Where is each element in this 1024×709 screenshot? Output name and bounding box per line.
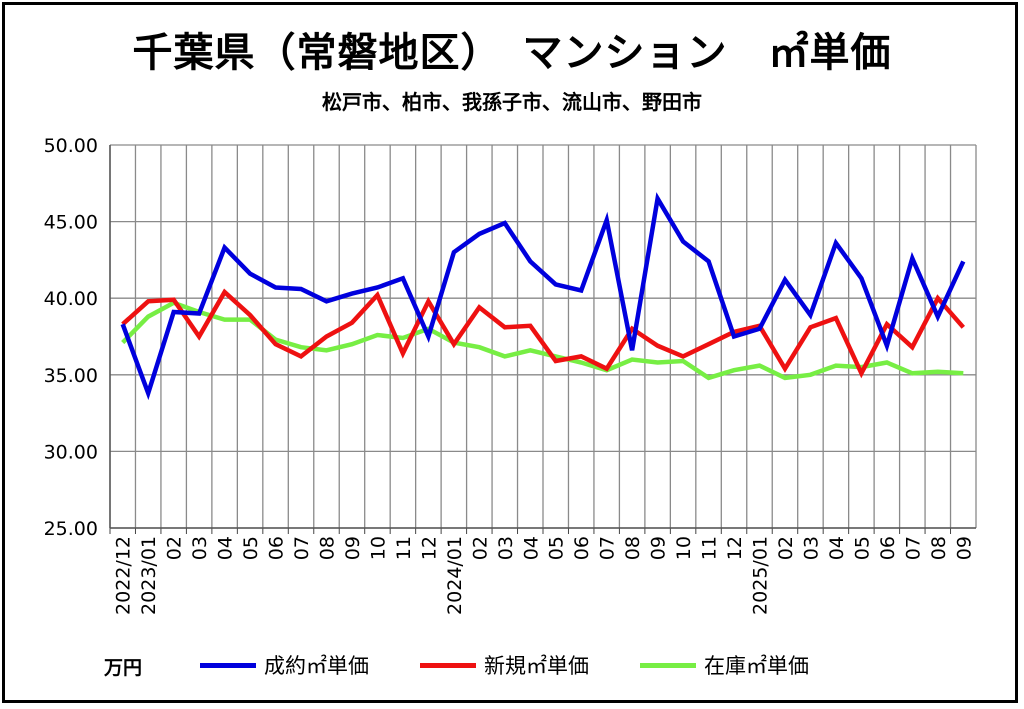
y-tick-label: 45.00 <box>44 212 98 234</box>
x-tick-label: 05 <box>240 536 262 560</box>
x-tick-label: 09 <box>953 536 975 560</box>
x-tick-label: 07 <box>597 536 619 560</box>
x-tick-label: 11 <box>393 536 415 560</box>
legend-item-new: 新規㎡単価 <box>420 650 589 680</box>
x-tick-label: 08 <box>622 536 644 560</box>
x-tick-label: 12 <box>418 536 440 560</box>
x-tick-label: 10 <box>673 536 695 560</box>
x-tick-label: 02 <box>164 536 186 560</box>
x-tick-label: 09 <box>342 536 364 560</box>
legend-item-stock: 在庫㎡単価 <box>640 650 809 680</box>
y-unit-label: 万円 <box>104 657 143 679</box>
y-tick-label: 40.00 <box>44 288 98 310</box>
x-tick-label: 05 <box>546 536 568 560</box>
x-tick-label: 10 <box>367 536 389 560</box>
legend-label-stock: 在庫㎡単価 <box>704 654 809 678</box>
x-tick-label: 06 <box>571 536 593 560</box>
x-tick-label: 03 <box>189 536 211 560</box>
y-tick-label: 30.00 <box>44 441 98 463</box>
x-tick-label: 2024/01 <box>444 536 466 615</box>
x-tick-label: 03 <box>495 536 517 560</box>
x-tick-label: 02 <box>775 536 797 560</box>
x-tick-label: 06 <box>877 536 899 560</box>
x-tick-label: 04 <box>520 536 542 560</box>
x-tick-label: 02 <box>469 536 491 560</box>
x-tick-label: 03 <box>800 536 822 560</box>
x-tick-label: 12 <box>724 536 746 560</box>
legend-label-new: 新規㎡単価 <box>484 654 589 678</box>
series-line-0 <box>120 192 966 401</box>
x-tick-label: 04 <box>826 536 848 560</box>
x-tick-label: 11 <box>699 536 721 560</box>
y-tick-label: 25.00 <box>44 518 98 540</box>
x-tick-label: 2023/01 <box>138 536 160 615</box>
x-tick-label: 2025/01 <box>750 536 772 615</box>
chart-subtitle: 松戸市、柏市、我孫子市、流山市、野田市 <box>322 90 702 114</box>
x-tick-label: 07 <box>291 536 313 560</box>
y-tick-label: 35.00 <box>44 365 98 387</box>
chart-title: 千葉県（常磐地区） マンション ㎡単価 <box>132 30 892 76</box>
x-tick-label: 08 <box>317 536 339 560</box>
y-tick-label: 50.00 <box>44 135 98 157</box>
legend-line-new <box>420 662 476 668</box>
legend-line-stock <box>640 662 696 668</box>
x-tick-label: 05 <box>851 536 873 560</box>
x-tick-label: 09 <box>648 536 670 560</box>
legend-line-contract <box>200 662 256 668</box>
legend-item-contract: 成約㎡単価 <box>200 650 369 680</box>
series-line-1 <box>121 288 965 379</box>
x-tick-label: 08 <box>928 536 950 560</box>
x-tick-label: 04 <box>215 536 237 560</box>
x-tick-label: 2022/12 <box>113 536 135 615</box>
x-tick-label: 07 <box>902 536 924 560</box>
x-tick-label: 06 <box>266 536 288 560</box>
legend-label-contract: 成約㎡単価 <box>264 654 369 678</box>
